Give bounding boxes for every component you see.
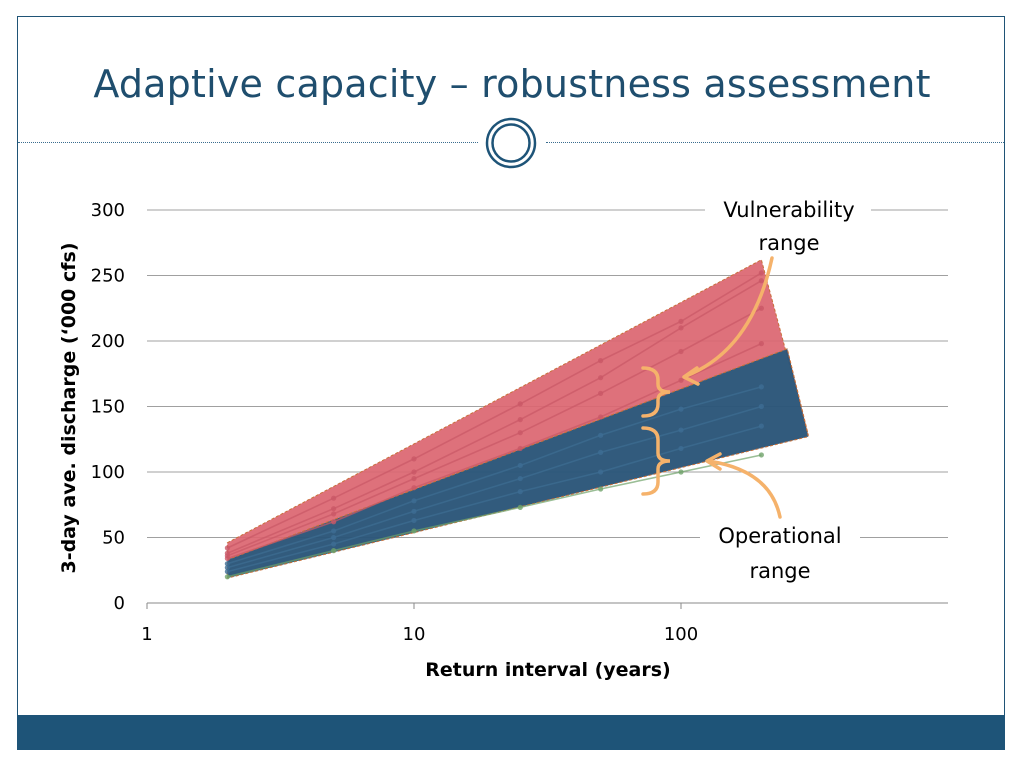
operational-label: Operational bbox=[718, 524, 841, 548]
scenario-point bbox=[411, 528, 417, 534]
scenario-point bbox=[224, 574, 230, 580]
scenario-point bbox=[678, 325, 684, 331]
scenario-point bbox=[517, 445, 523, 452]
y-tick-label: 0 bbox=[114, 593, 125, 614]
y-tick-label: 150 bbox=[91, 397, 125, 418]
scenario-point bbox=[411, 475, 417, 482]
vulnerability-label: Vulnerability bbox=[723, 198, 854, 222]
scenario-point bbox=[224, 565, 230, 571]
scenario-point bbox=[678, 348, 684, 355]
scenario-point bbox=[678, 469, 684, 475]
scenario-point bbox=[598, 414, 604, 420]
y-tick-label: 200 bbox=[91, 331, 125, 352]
scenario-point bbox=[224, 561, 230, 567]
scenario-point bbox=[331, 495, 337, 501]
scenario-point bbox=[411, 498, 417, 504]
scenario-point bbox=[758, 423, 764, 429]
scenario-point bbox=[224, 568, 230, 575]
x-tick-label: 1 bbox=[141, 624, 152, 645]
scenario-point bbox=[598, 358, 604, 364]
scenario-point bbox=[758, 278, 764, 284]
scenario-point bbox=[598, 390, 604, 396]
title-ring-ornament bbox=[485, 117, 537, 169]
y-axis-title: 3-day ave. discharge (‘000 cfs) bbox=[58, 242, 80, 573]
scenario-point bbox=[411, 485, 417, 491]
scenario-point bbox=[678, 406, 684, 412]
y-tick-label: 250 bbox=[91, 266, 125, 287]
scenario-point bbox=[517, 430, 523, 436]
operational-arrow bbox=[706, 459, 782, 519]
y-tick-label: 100 bbox=[91, 462, 125, 483]
operational-arrowhead bbox=[705, 452, 722, 471]
scenario-point bbox=[331, 534, 337, 541]
scenario-point bbox=[758, 305, 764, 311]
scenario-point bbox=[411, 517, 417, 524]
slide-title: Adaptive capacity – robustness assessmen… bbox=[93, 62, 931, 106]
scenario-point bbox=[331, 519, 337, 525]
scenario-point bbox=[598, 449, 604, 455]
operational-bracket bbox=[641, 426, 671, 496]
scenario-point bbox=[758, 341, 764, 347]
scenario-point bbox=[758, 270, 764, 276]
scenario-point bbox=[517, 462, 523, 469]
title-divider-right bbox=[546, 142, 1004, 143]
x-tick-label: 100 bbox=[664, 624, 698, 645]
footer-bar bbox=[17, 715, 1005, 750]
vulnerability-bracket bbox=[641, 366, 671, 418]
scenario-point bbox=[224, 545, 230, 551]
vulnerability-arrow bbox=[684, 256, 774, 378]
operational-label: range bbox=[749, 559, 810, 583]
scenario-point bbox=[331, 511, 337, 517]
scenario-point bbox=[598, 469, 604, 475]
scenario-point bbox=[411, 469, 417, 475]
scenario-point bbox=[598, 375, 604, 381]
scenario-point bbox=[517, 489, 523, 495]
scenario-point bbox=[224, 555, 230, 562]
title-divider-left bbox=[18, 142, 478, 143]
scenario-point bbox=[517, 504, 523, 510]
operational-label-bg bbox=[700, 518, 860, 586]
scenario-point bbox=[411, 456, 417, 462]
vulnerability-label: range bbox=[758, 231, 819, 255]
vulnerability-label-bg bbox=[705, 192, 871, 258]
x-axis-title: Return interval (years) bbox=[425, 659, 671, 681]
scenario-point bbox=[598, 432, 604, 438]
scenario-point bbox=[331, 548, 337, 554]
scenario-point bbox=[678, 445, 684, 452]
scenario-point bbox=[517, 417, 523, 423]
x-tick-label: 10 bbox=[403, 624, 426, 645]
scenario-point bbox=[331, 528, 337, 534]
vulnerability-arrowhead bbox=[682, 366, 700, 386]
scenario-point bbox=[598, 486, 604, 492]
scenario-point bbox=[678, 427, 684, 433]
scenario-point bbox=[678, 318, 684, 324]
scenario-point bbox=[758, 384, 764, 390]
scenario-point bbox=[758, 452, 764, 458]
scenario-point bbox=[411, 508, 417, 514]
scenario-point bbox=[331, 506, 337, 512]
scenario-point bbox=[678, 377, 684, 383]
y-tick-label: 300 bbox=[91, 200, 125, 221]
scenario-point bbox=[517, 401, 523, 407]
scenario-point bbox=[331, 541, 337, 547]
y-tick-label: 50 bbox=[102, 528, 125, 549]
scenario-point bbox=[517, 475, 523, 482]
scenario-point bbox=[758, 403, 764, 410]
